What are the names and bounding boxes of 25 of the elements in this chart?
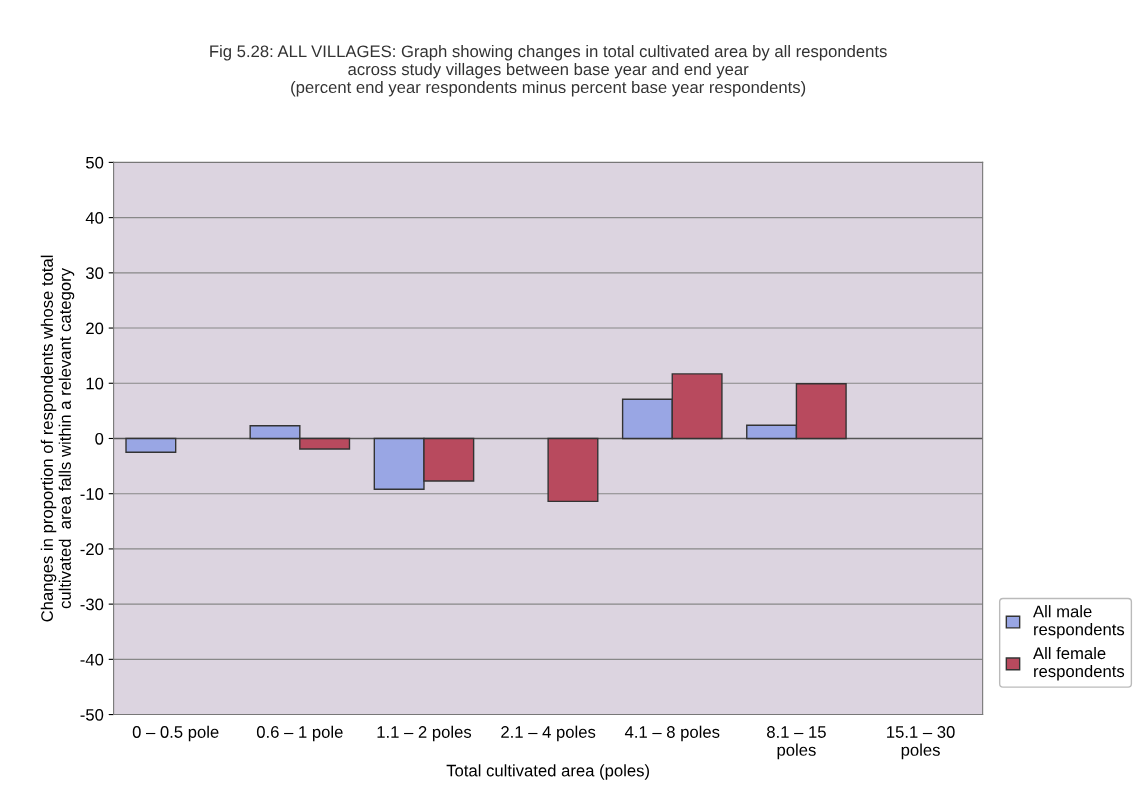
x-tick-label: 4.1 – 8 poles [624, 725, 720, 742]
x-tick-label: 0 – 0.5 pole [132, 725, 219, 742]
x-tick-label: 1.1 – 2 poles [377, 725, 472, 742]
bar [125, 437, 177, 453]
y-tick-label: 30 [85, 267, 104, 280]
y-tick-label: 40 [85, 212, 104, 224]
legend-label: All male respondents [1033, 605, 1125, 639]
y-tick-label: 20 [86, 322, 104, 335]
x-axis-title: Total cultivated area (poles) [446, 764, 649, 780]
y-tick-label: -20 [80, 543, 104, 556]
y-tick-label: 10 [86, 377, 104, 390]
y-tick-label: -40 [80, 653, 104, 666]
legend-label: All female respondents [1033, 646, 1125, 681]
y-tick-label: -30 [80, 598, 104, 611]
x-tick-label: 0.6 – 1 pole [256, 725, 343, 742]
chart-title: Fig 5.28: ALL VILLAGES: Graph showing changes in total cultivated area by all respondents across study villages between base year and end year (percent end year respondents minus percent base year respondents) [210, 44, 887, 97]
y-axis-title: Changes in proportion of respondents whose total cultivated area falls within a relevant category [40, 255, 75, 622]
bar [547, 437, 599, 503]
y-tick-label: 0 [95, 432, 104, 445]
x-tick-label: 15.1 – 30 poles [887, 726, 955, 760]
x-tick-label: 2.1 – 4 poles [501, 725, 596, 742]
y-tick-label: 50 [86, 156, 104, 169]
y-tick-label: -50 [80, 708, 104, 721]
y-tick-label: -10 [80, 488, 104, 500]
x-tick-label: 8.1 – 15 poles [767, 726, 826, 760]
